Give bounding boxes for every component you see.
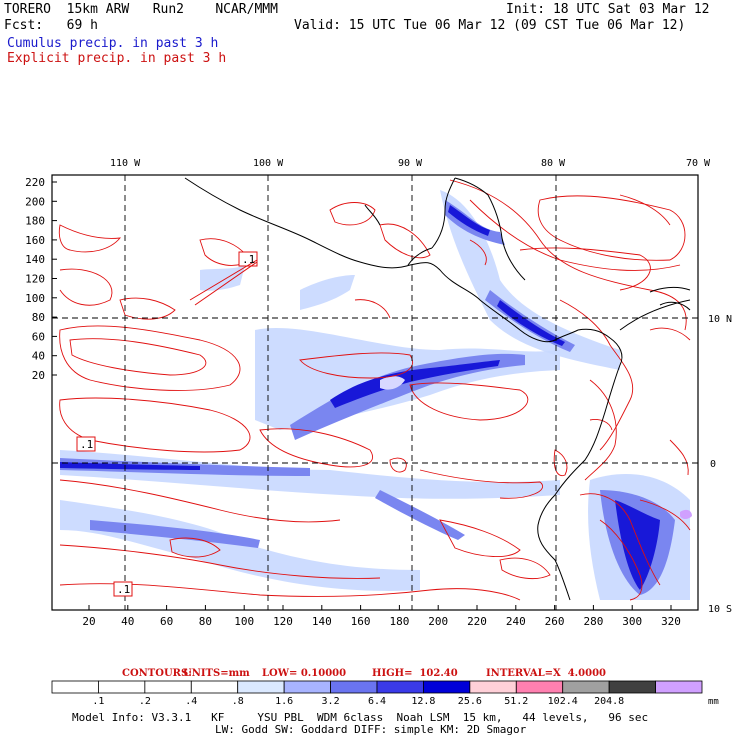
y-tick-label: 180 bbox=[25, 215, 45, 228]
y-tick-label: 140 bbox=[25, 253, 45, 266]
lat-labels: 10 N 0 10 S bbox=[708, 314, 732, 615]
x-tick-label: 220 bbox=[467, 615, 487, 628]
contour-box-label-3: .1 bbox=[117, 583, 130, 596]
colorbar-swatch bbox=[51, 680, 99, 694]
forecast-hour: Fcst: 69 h bbox=[4, 18, 98, 33]
x-tick-label: 20 bbox=[82, 615, 95, 628]
y-tick-label: 60 bbox=[32, 330, 45, 343]
colorbar-swatch bbox=[330, 680, 378, 694]
contour-box-label-1: .1 bbox=[242, 253, 255, 266]
colorbar-swatch bbox=[144, 680, 192, 694]
init-time: Init: 18 UTC Sat 03 Mar 12 bbox=[506, 2, 710, 17]
x-tick-label: 240 bbox=[506, 615, 526, 628]
colorbar-value: 51.2 bbox=[504, 696, 528, 707]
x-tick-label: 80 bbox=[199, 615, 212, 628]
contours-label: CONTOURS: bbox=[122, 668, 192, 679]
contour-box-label-2: .1 bbox=[80, 438, 93, 451]
precip-shading bbox=[60, 190, 692, 600]
lat-label: 0 bbox=[710, 459, 716, 470]
x-tick-label: 200 bbox=[428, 615, 448, 628]
y-tick-label: 160 bbox=[25, 234, 45, 247]
y-tick-label: 20 bbox=[32, 369, 45, 382]
legend-cumulus: Cumulus precip. in past 3 h bbox=[7, 36, 219, 51]
colorbar-value: 6.4 bbox=[368, 696, 386, 707]
legend-explicit: Explicit precip. in past 3 h bbox=[7, 51, 227, 66]
y-tick-label: 220 bbox=[25, 176, 45, 189]
lat-label: 10 N bbox=[708, 314, 732, 325]
coastline bbox=[184, 177, 691, 601]
colorbar-value: .1 bbox=[92, 696, 104, 707]
model-info: Model Info: V3.3.1 KF YSU PBL WDM 6class… bbox=[72, 711, 649, 724]
colorbar-swatch bbox=[283, 680, 331, 694]
colorbar-value: .4 bbox=[185, 696, 197, 707]
colorbar: .1 .2 .4 .8 1.6 3.2 6.4 12.8 25.6 51.2 102.4 204.8 m… bbox=[51, 680, 719, 707]
lon-label: 100 W bbox=[253, 158, 284, 169]
colorbar-value: 12.8 bbox=[411, 696, 435, 707]
x-tick-label: 320 bbox=[661, 615, 681, 628]
lat-label: 10 S bbox=[708, 604, 732, 615]
lon-label: 80 W bbox=[541, 158, 566, 169]
x-tick-label: 120 bbox=[273, 615, 293, 628]
x-tick-label: 140 bbox=[312, 615, 332, 628]
colorbar-swatch bbox=[237, 680, 285, 694]
colorbar-value: .8 bbox=[232, 696, 244, 707]
x-tick-label: 300 bbox=[622, 615, 642, 628]
lon-label: 110 W bbox=[110, 158, 141, 169]
explicit-precip-contours bbox=[58, 179, 691, 601]
y-tick-label: 200 bbox=[25, 195, 45, 208]
x-tick-label: 280 bbox=[583, 615, 603, 628]
physics-info: LW: Godd SW: Goddard DIFF: simple KM: 2D… bbox=[215, 723, 527, 736]
y-tick-label: 40 bbox=[32, 350, 45, 363]
lon-labels: 110 W 100 W 90 W 80 W 70 W bbox=[110, 158, 711, 169]
y-tick-label: 120 bbox=[25, 273, 45, 286]
x-tick-label: 60 bbox=[160, 615, 173, 628]
colorbar-value: 25.6 bbox=[458, 696, 482, 707]
colorbar-swatch bbox=[98, 680, 146, 694]
x-tick-label: 260 bbox=[545, 615, 565, 628]
colorbar-unit: mm bbox=[708, 697, 719, 707]
x-tick-labels: 20 40 60 80 100 120 140 160 180 200 220 240 260 280 30… bbox=[82, 615, 681, 628]
y-tick-labels: 220 200 180 160 140 120 100 80 60 40 20 bbox=[25, 176, 45, 382]
colorbar-swatch bbox=[423, 680, 471, 694]
colorbar-swatch bbox=[515, 680, 564, 694]
colorbar-value: .2 bbox=[139, 696, 151, 707]
colorbar-swatch bbox=[655, 680, 703, 694]
contours-interval: INTERVAL=X 4.0000 bbox=[486, 668, 606, 679]
colorbar-value: 1.6 bbox=[275, 696, 293, 707]
colorbar-value: 102.4 bbox=[548, 696, 578, 707]
x-tick-label: 160 bbox=[351, 615, 371, 628]
contours-high: HIGH= 102.40 bbox=[372, 668, 458, 679]
x-tick-label: 180 bbox=[389, 615, 409, 628]
contour-label-boxes bbox=[76, 251, 258, 597]
tick-marks bbox=[52, 181, 672, 610]
colorbar-swatch bbox=[608, 680, 656, 694]
contours-units: UNITS=mm bbox=[183, 668, 250, 679]
header-title: TORERO 15km ARW Run2 NCAR/MMM bbox=[4, 2, 278, 17]
contours-low: LOW= 0.10000 bbox=[262, 668, 347, 679]
colorbar-swatch bbox=[562, 680, 610, 694]
colorbar-value: 3.2 bbox=[322, 696, 340, 707]
valid-time: Valid: 15 UTC Tue 06 Mar 12 (09 CST Tue … bbox=[294, 18, 686, 33]
lon-label: 90 W bbox=[398, 158, 423, 169]
lat-lon-grid bbox=[52, 175, 698, 610]
x-tick-label: 40 bbox=[121, 615, 134, 628]
colorbar-value: 204.8 bbox=[594, 696, 624, 707]
y-tick-label: 80 bbox=[32, 311, 45, 324]
colorbar-swatch bbox=[190, 680, 239, 694]
colorbar-swatch bbox=[469, 680, 517, 694]
map-frame bbox=[51, 174, 699, 611]
x-tick-label: 100 bbox=[234, 615, 254, 628]
y-tick-label: 100 bbox=[25, 292, 45, 305]
lon-label: 70 W bbox=[686, 158, 711, 169]
colorbar-swatch bbox=[376, 680, 424, 694]
